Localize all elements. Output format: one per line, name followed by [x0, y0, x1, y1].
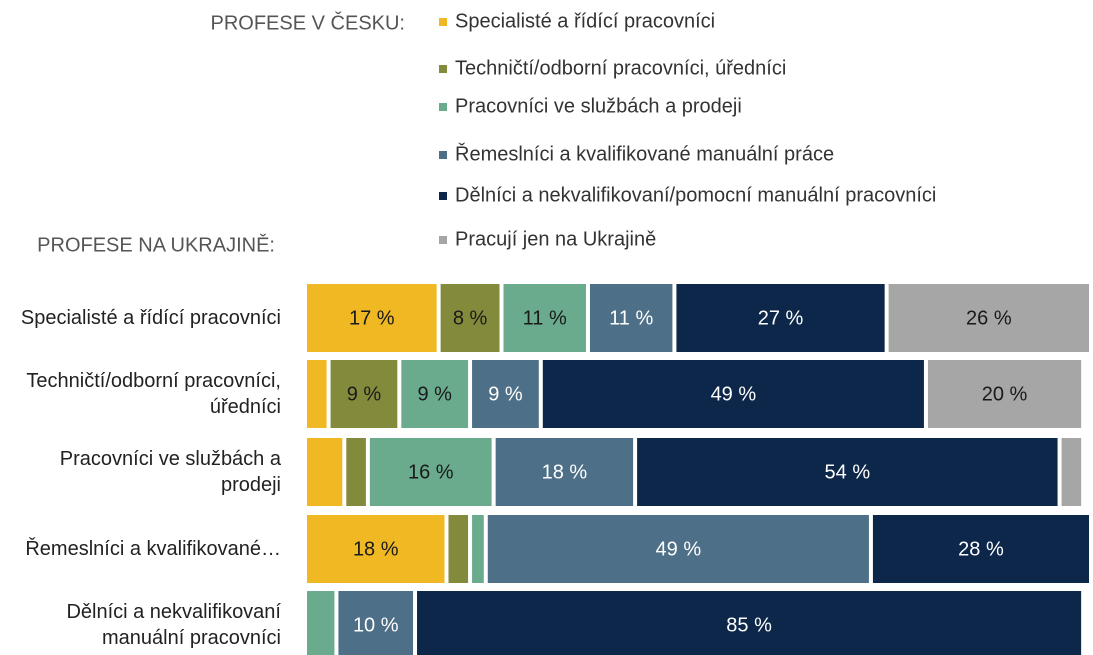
bar-segment	[307, 438, 343, 506]
bar-segment	[417, 591, 1082, 655]
legend-swatch	[439, 18, 447, 26]
value-label: 49 %	[711, 383, 757, 405]
bar-segment	[472, 515, 484, 583]
legend-swatch	[439, 103, 447, 111]
bar-segment	[495, 438, 634, 506]
value-label: 18 %	[353, 538, 399, 560]
value-label: 11 %	[523, 307, 567, 329]
bar-segment	[346, 438, 366, 506]
legend-label: Pracují jen na Ukrajině	[455, 228, 656, 250]
value-label: 20 %	[982, 383, 1028, 405]
legend-label: Pracovníci ve službách a prodeji	[455, 95, 742, 117]
value-label: 49 %	[656, 538, 702, 560]
value-label: 18 %	[542, 461, 588, 483]
value-label: 11 %	[609, 307, 653, 329]
category-label: Techničtí/odborní pracovníci, úředníci	[26, 370, 281, 418]
category-label: Dělníci a nekvalifikovaní manuální praco…	[66, 601, 281, 649]
bar-segment	[637, 438, 1058, 506]
legend-label: Specialisté a řídící pracovníci	[455, 10, 715, 32]
legend-label: Dělníci a nekvalifikovaní/pomocní manuál…	[455, 184, 936, 206]
bar-segment	[401, 360, 469, 428]
bar-segment	[487, 515, 869, 583]
bar-segment	[448, 515, 469, 583]
bar-segment	[589, 284, 673, 352]
category-label: Specialisté a řídící pracovníci	[20, 307, 281, 329]
bar-segment	[927, 360, 1082, 428]
legend-label: Techničtí/odborní pracovníci, úředníci	[455, 57, 786, 79]
legend-title: PROFESE V ČESKU:	[211, 11, 406, 34]
value-label: 8 %	[453, 307, 488, 329]
value-label: 28 %	[958, 538, 1004, 560]
bar-segment	[307, 360, 327, 428]
value-label: 54 %	[825, 461, 871, 483]
bar-segment	[330, 360, 398, 428]
legend-swatch	[439, 151, 447, 159]
bar-segment	[440, 284, 500, 352]
value-label: 9 %	[488, 383, 523, 405]
value-label: 9 %	[347, 383, 382, 405]
value-label: 17 %	[349, 307, 395, 329]
bar-segment	[338, 591, 414, 655]
bar-segment	[472, 360, 539, 428]
axis-title: PROFESE NA UKRAJINĚ:	[37, 233, 275, 256]
value-label: 85 %	[726, 614, 772, 636]
legend-swatch	[439, 236, 447, 244]
bar-segment	[369, 438, 492, 506]
bar-segment	[676, 284, 885, 352]
bar-segment	[872, 515, 1089, 583]
bar-segment	[888, 284, 1089, 352]
bar-segment	[503, 284, 586, 352]
value-label: 16 %	[408, 461, 454, 483]
category-label: Řemeslníci a kvalifikované…	[25, 538, 281, 560]
bar-segment	[1061, 438, 1082, 506]
bar-segment	[542, 360, 924, 428]
legend-label: Řemeslníci a kvalifikované manuální prác…	[455, 142, 834, 165]
bar-segment	[307, 284, 437, 352]
legend-swatch	[439, 65, 447, 73]
value-label: 9 %	[417, 383, 452, 405]
bar-segment	[307, 515, 445, 583]
bar-segment	[307, 591, 335, 655]
value-label: 26 %	[966, 307, 1012, 329]
legend-swatch	[439, 192, 447, 200]
value-label: 27 %	[758, 307, 804, 329]
category-label: Pracovníci ve službách a prodeji	[59, 448, 281, 496]
value-label: 10 %	[353, 614, 399, 636]
